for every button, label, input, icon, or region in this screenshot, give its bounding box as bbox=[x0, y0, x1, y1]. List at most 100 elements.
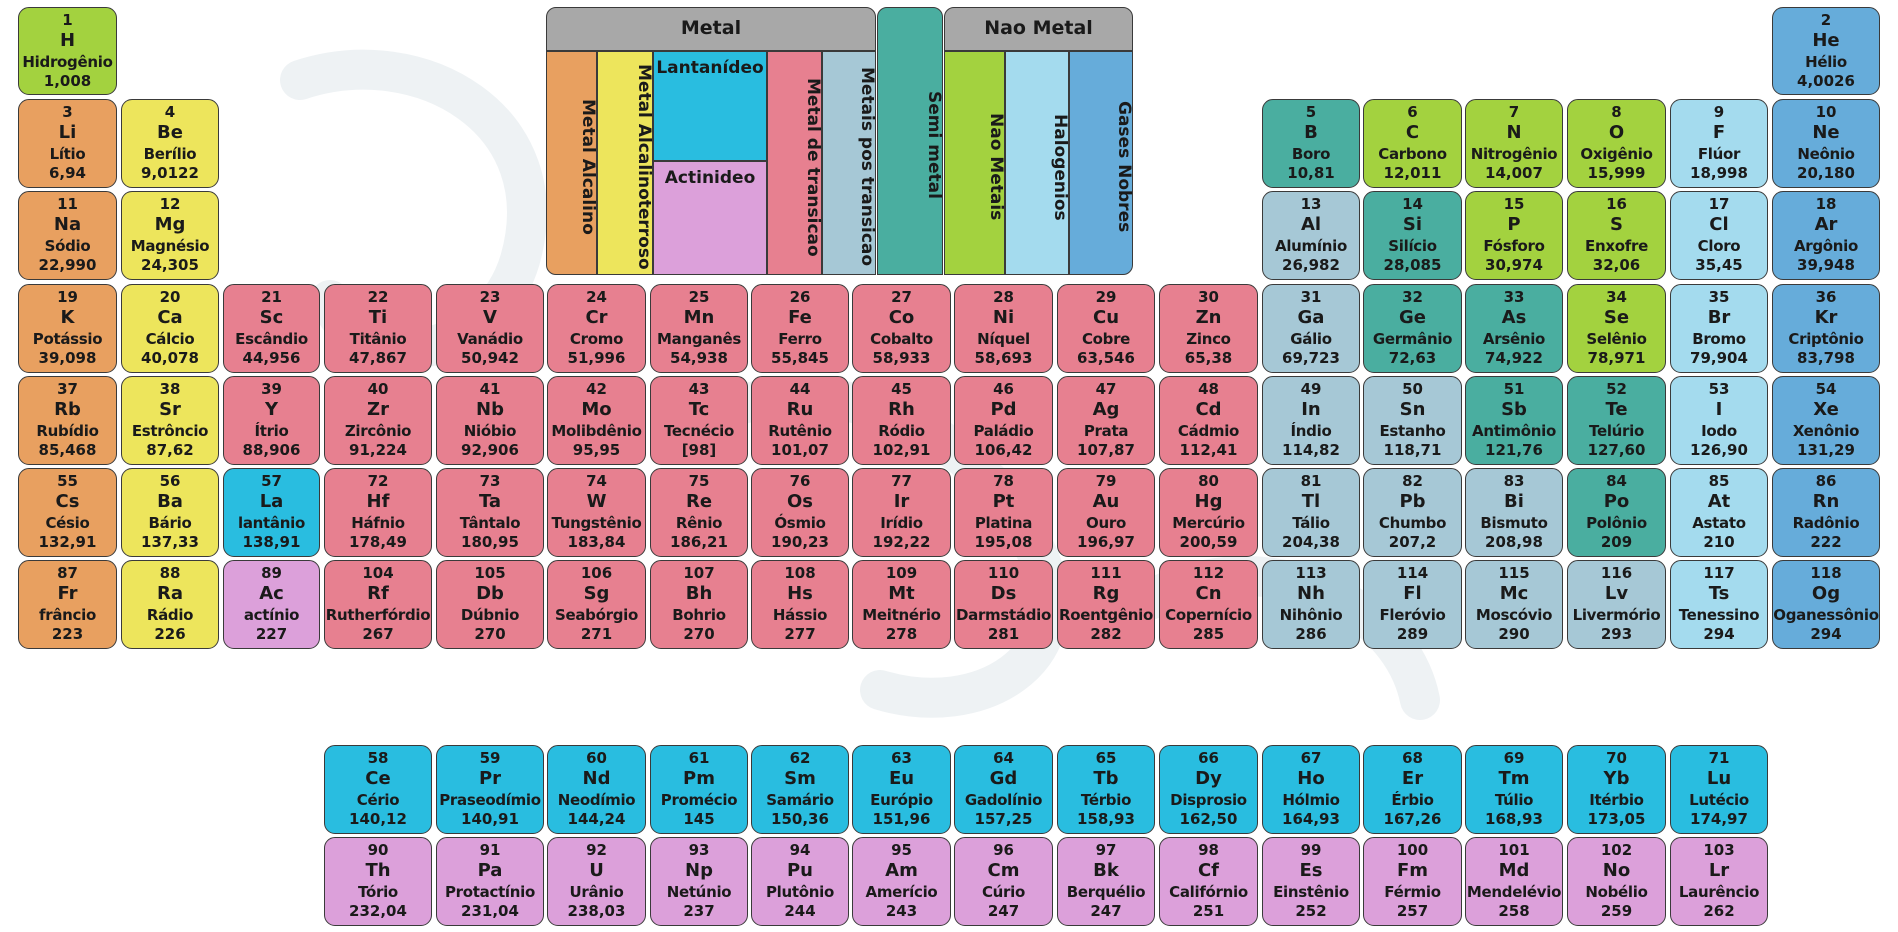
element-eu[interactable]: 63 Eu Európio 151,96 bbox=[852, 745, 951, 834]
element-u[interactable]: 92 U Urânio 238,03 bbox=[547, 837, 646, 926]
element-fl[interactable]: 114 Fl Fleróvio 289 bbox=[1363, 560, 1462, 649]
element-tb[interactable]: 65 Tb Térbio 158,93 bbox=[1057, 745, 1155, 834]
element-ds[interactable]: 110 Ds Darmstádio 281 bbox=[954, 560, 1053, 649]
element-au[interactable]: 79 Au Ouro 196,97 bbox=[1057, 468, 1155, 557]
element-hf[interactable]: 72 Hf Háfnio 178,49 bbox=[324, 468, 432, 557]
element-ac[interactable]: 89 Ac actínio 227 bbox=[223, 560, 320, 649]
element-re[interactable]: 75 Re Rênio 186,21 bbox=[650, 468, 748, 557]
element-mg[interactable]: 12 Mg Magnésio 24,305 bbox=[121, 191, 219, 280]
element-po[interactable]: 84 Po Polônio 209 bbox=[1567, 468, 1666, 557]
element-bh[interactable]: 107 Bh Bohrio 270 bbox=[650, 560, 748, 649]
element-rh[interactable]: 45 Rh Ródio 102,91 bbox=[852, 376, 951, 465]
element-sm[interactable]: 62 Sm Samário 150,36 bbox=[751, 745, 849, 834]
element-er[interactable]: 68 Er Érbio 167,26 bbox=[1363, 745, 1462, 834]
element-ge[interactable]: 32 Ge Germânio 72,63 bbox=[1363, 284, 1462, 373]
element-na[interactable]: 11 Na Sódio 22,990 bbox=[18, 191, 117, 280]
element-th[interactable]: 90 Th Tório 232,04 bbox=[324, 837, 432, 926]
element-te[interactable]: 52 Te Telúrio 127,60 bbox=[1567, 376, 1666, 465]
element-md[interactable]: 101 Md Mendelévio 258 bbox=[1465, 837, 1563, 926]
element-mc[interactable]: 115 Mc Moscóvio 290 bbox=[1465, 560, 1563, 649]
element-dy[interactable]: 66 Dy Disprosio 162,50 bbox=[1159, 745, 1258, 834]
element-sr[interactable]: 38 Sr Estrôncio 87,62 bbox=[121, 376, 219, 465]
element-si[interactable]: 14 Si Silício 28,085 bbox=[1363, 191, 1462, 280]
element-br[interactable]: 35 Br Bromo 79,904 bbox=[1670, 284, 1768, 373]
element-rf[interactable]: 104 Rf Rutherfórdio 267 bbox=[324, 560, 432, 649]
element-la[interactable]: 57 La lantânio 138,91 bbox=[223, 468, 320, 557]
element-f[interactable]: 9 F Flúor 18,998 bbox=[1670, 99, 1768, 188]
element-ts[interactable]: 117 Ts Tenessino 294 bbox=[1670, 560, 1768, 649]
element-fm[interactable]: 100 Fm Férmio 257 bbox=[1363, 837, 1462, 926]
element-al[interactable]: 13 Al Alumínio 26,982 bbox=[1262, 191, 1360, 280]
element-pd[interactable]: 46 Pd Paládio 106,42 bbox=[954, 376, 1053, 465]
element-ir[interactable]: 77 Ir Irídio 192,22 bbox=[852, 468, 951, 557]
element-yb[interactable]: 70 Yb Itérbio 173,05 bbox=[1567, 745, 1666, 834]
element-ba[interactable]: 56 Ba Bário 137,33 bbox=[121, 468, 219, 557]
element-pu[interactable]: 94 Pu Plutônio 244 bbox=[751, 837, 849, 926]
element-ra[interactable]: 88 Ra Rádio 226 bbox=[121, 560, 219, 649]
element-li[interactable]: 3 Li Lítio 6,94 bbox=[18, 99, 117, 188]
element-cu[interactable]: 29 Cu Cobre 63,546 bbox=[1057, 284, 1155, 373]
element-pb[interactable]: 82 Pb Chumbo 207,2 bbox=[1363, 468, 1462, 557]
element-rb[interactable]: 37 Rb Rubídio 85,468 bbox=[18, 376, 117, 465]
element-se[interactable]: 34 Se Selênio 78,971 bbox=[1567, 284, 1666, 373]
element-mt[interactable]: 109 Mt Meitnério 278 bbox=[852, 560, 951, 649]
element-v[interactable]: 23 V Vanádio 50,942 bbox=[436, 284, 544, 373]
element-ti[interactable]: 22 Ti Titânio 47,867 bbox=[324, 284, 432, 373]
element-os[interactable]: 76 Os Ósmio 190,23 bbox=[751, 468, 849, 557]
element-rg[interactable]: 111 Rg Roentgênio 282 bbox=[1057, 560, 1155, 649]
element-at[interactable]: 85 At Astato 210 bbox=[1670, 468, 1768, 557]
element-s[interactable]: 16 S Enxofre 32,06 bbox=[1567, 191, 1666, 280]
element-cm[interactable]: 96 Cm Cúrio 247 bbox=[954, 837, 1053, 926]
element-ce[interactable]: 58 Ce Cério 140,12 bbox=[324, 745, 432, 834]
element-cf[interactable]: 98 Cf Califórnio 251 bbox=[1159, 837, 1258, 926]
element-cn[interactable]: 112 Cn Copernício 285 bbox=[1159, 560, 1258, 649]
element-h[interactable]: 1 H Hidrogênio 1,008 bbox=[18, 7, 117, 95]
element-mo[interactable]: 42 Mo Molibdênio 95,95 bbox=[547, 376, 646, 465]
element-cl[interactable]: 17 Cl Cloro 35,45 bbox=[1670, 191, 1768, 280]
element-sb[interactable]: 51 Sb Antimônio 121,76 bbox=[1465, 376, 1563, 465]
element-ta[interactable]: 73 Ta Tântalo 180,95 bbox=[436, 468, 544, 557]
element-zn[interactable]: 30 Zn Zinco 65,38 bbox=[1159, 284, 1258, 373]
element-sn[interactable]: 50 Sn Estanho 118,71 bbox=[1363, 376, 1462, 465]
element-kr[interactable]: 36 Kr Criptônio 83,798 bbox=[1772, 284, 1880, 373]
element-pt[interactable]: 78 Pt Platina 195,08 bbox=[954, 468, 1053, 557]
element-n[interactable]: 7 N Nitrogênio 14,007 bbox=[1465, 99, 1563, 188]
element-pr[interactable]: 59 Pr Praseodímio 140,91 bbox=[436, 745, 544, 834]
element-sc[interactable]: 21 Sc Escândio 44,956 bbox=[223, 284, 320, 373]
element-cr[interactable]: 24 Cr Cromo 51,996 bbox=[547, 284, 646, 373]
element-gd[interactable]: 64 Gd Gadolínio 157,25 bbox=[954, 745, 1053, 834]
element-tm[interactable]: 69 Tm Túlio 168,93 bbox=[1465, 745, 1563, 834]
element-p[interactable]: 15 P Fósforo 30,974 bbox=[1465, 191, 1563, 280]
element-o[interactable]: 8 O Oxigênio 15,999 bbox=[1567, 99, 1666, 188]
element-nd[interactable]: 60 Nd Neodímio 144,24 bbox=[547, 745, 646, 834]
element-rn[interactable]: 86 Rn Radônio 222 bbox=[1772, 468, 1880, 557]
element-y[interactable]: 39 Y Ítrio 88,906 bbox=[223, 376, 320, 465]
element-in[interactable]: 49 In Índio 114,82 bbox=[1262, 376, 1360, 465]
element-w[interactable]: 74 W Tungstênio 183,84 bbox=[547, 468, 646, 557]
element-cd[interactable]: 48 Cd Cádmio 112,41 bbox=[1159, 376, 1258, 465]
element-es[interactable]: 99 Es Einstênio 252 bbox=[1262, 837, 1360, 926]
element-cs[interactable]: 55 Cs Césio 132,91 bbox=[18, 468, 117, 557]
element-no[interactable]: 102 No Nobélio 259 bbox=[1567, 837, 1666, 926]
element-bi[interactable]: 83 Bi Bismuto 208,98 bbox=[1465, 468, 1563, 557]
element-c[interactable]: 6 C Carbono 12,011 bbox=[1363, 99, 1462, 188]
element-pm[interactable]: 61 Pm Promécio 145 bbox=[650, 745, 748, 834]
element-ho[interactable]: 67 Ho Hólmio 164,93 bbox=[1262, 745, 1360, 834]
element-fe[interactable]: 26 Fe Ferro 55,845 bbox=[751, 284, 849, 373]
element-tl[interactable]: 81 Tl Tálio 204,38 bbox=[1262, 468, 1360, 557]
element-bk[interactable]: 97 Bk Berquélio 247 bbox=[1057, 837, 1155, 926]
element-i[interactable]: 53 I Iodo 126,90 bbox=[1670, 376, 1768, 465]
element-pa[interactable]: 91 Pa Protactínio 231,04 bbox=[436, 837, 544, 926]
element-ga[interactable]: 31 Ga Gálio 69,723 bbox=[1262, 284, 1360, 373]
element-as[interactable]: 33 As Arsênio 74,922 bbox=[1465, 284, 1563, 373]
element-hs[interactable]: 108 Hs Hássio 277 bbox=[751, 560, 849, 649]
element-np[interactable]: 93 Np Netúnio 237 bbox=[650, 837, 748, 926]
element-lr[interactable]: 103 Lr Laurêncio 262 bbox=[1670, 837, 1768, 926]
element-ag[interactable]: 47 Ag Prata 107,87 bbox=[1057, 376, 1155, 465]
element-b[interactable]: 5 B Boro 10,81 bbox=[1262, 99, 1360, 188]
element-hg[interactable]: 80 Hg Mercúrio 200,59 bbox=[1159, 468, 1258, 557]
element-tc[interactable]: 43 Tc Tecnécio [98] bbox=[650, 376, 748, 465]
element-fr[interactable]: 87 Fr frâncio 223 bbox=[18, 560, 117, 649]
element-mn[interactable]: 25 Mn Manganês 54,938 bbox=[650, 284, 748, 373]
element-co[interactable]: 27 Co Cobalto 58,933 bbox=[852, 284, 951, 373]
